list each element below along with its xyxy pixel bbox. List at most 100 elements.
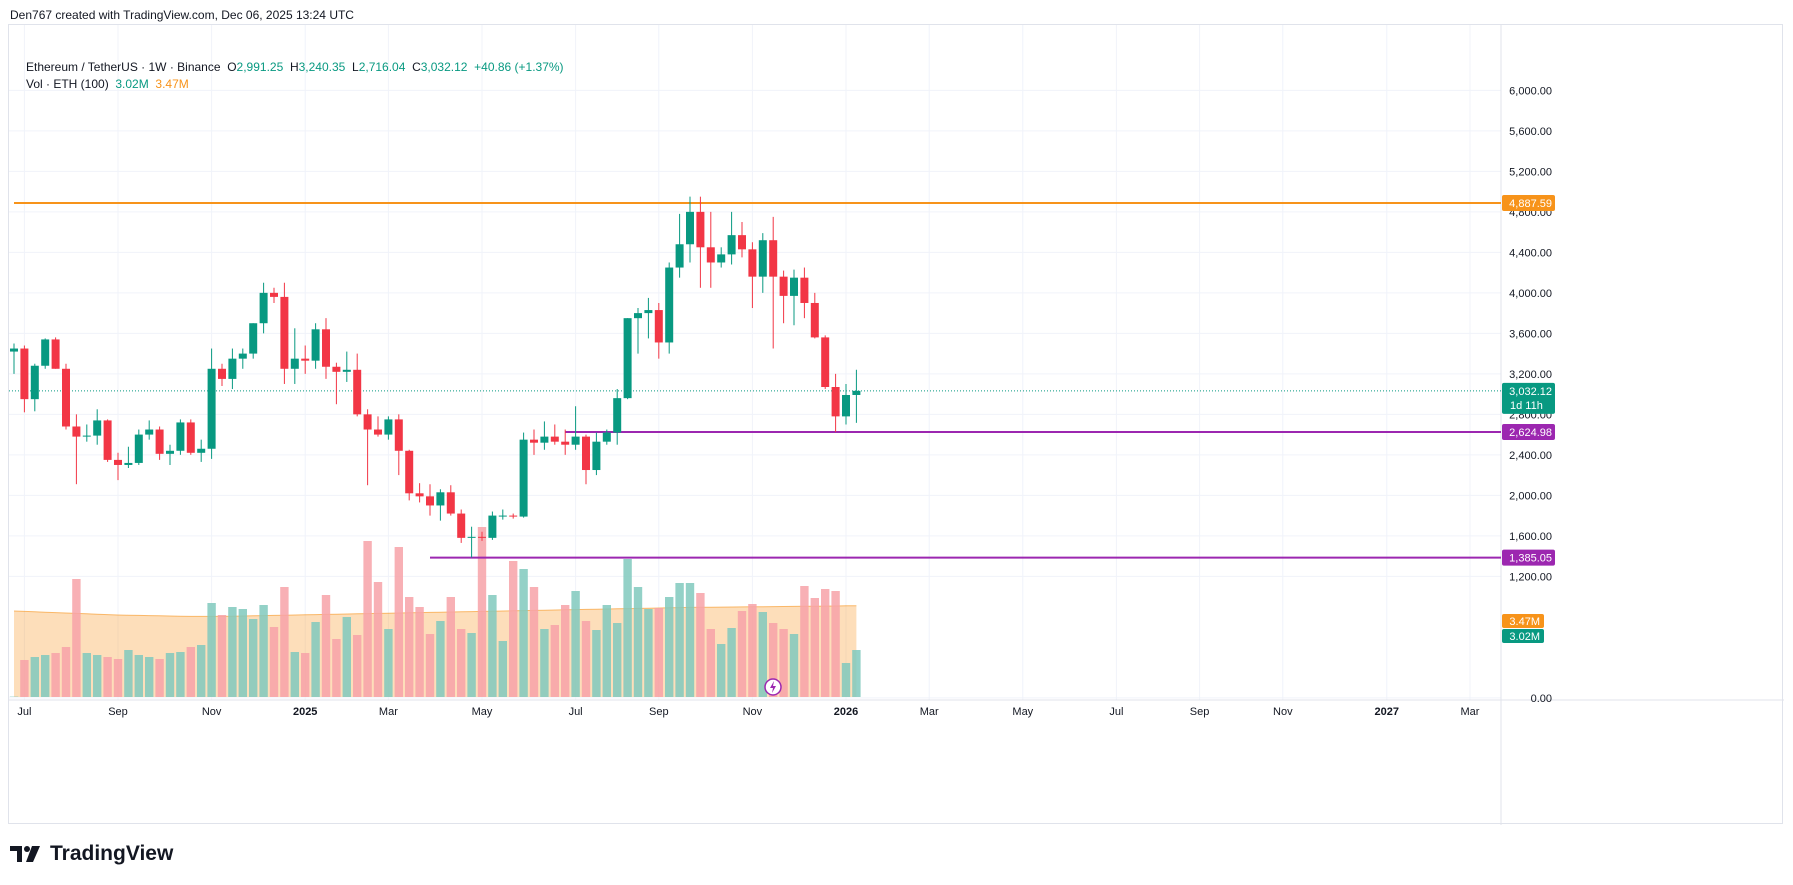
open-value: 2,991.25: [236, 60, 284, 74]
candle-body: [249, 323, 258, 354]
x-tick-label: Nov: [202, 706, 222, 718]
volume-bar: [41, 655, 50, 697]
close-label: C: [412, 60, 421, 74]
volume-bar: [155, 659, 164, 697]
volume-bar: [207, 603, 216, 697]
x-tick-label: Mar: [379, 706, 398, 718]
candle-body: [384, 419, 393, 435]
volume-bar: [654, 608, 663, 697]
candle-body: [197, 448, 206, 453]
candle-body: [363, 414, 372, 430]
volume-bar: [72, 579, 81, 697]
x-tick-label: Mar: [1461, 706, 1480, 718]
candle-body: [758, 240, 767, 277]
x-tick-label: May: [472, 706, 493, 718]
candle-body: [582, 436, 590, 471]
candle-body: [322, 329, 330, 367]
candle-body: [790, 277, 798, 296]
volume-badge-bg-1: [1502, 629, 1544, 643]
y-tick-label: 5,600.00: [1509, 126, 1552, 138]
chart-area[interactable]: 0.00 1,200.00 1,600.00 2,000.00 2,400.00 2,80…: [8, 24, 1784, 825]
candle-body: [218, 368, 226, 379]
volume-bar: [176, 652, 185, 697]
y-tick-label: 2,400.00: [1509, 450, 1552, 462]
candle-body: [166, 450, 174, 454]
volume-bar: [758, 612, 767, 697]
volume-bar: [644, 609, 653, 697]
candle-body: [290, 358, 299, 369]
candle-body: [852, 390, 861, 395]
volume-bar: [592, 630, 601, 697]
volume-bar: [415, 607, 424, 697]
volume-bar: [186, 647, 195, 697]
candle-body: [665, 267, 674, 343]
candle-body: [114, 459, 122, 465]
volume-bar: [769, 623, 778, 697]
volume-bar: [425, 634, 435, 697]
volume-bar: [696, 593, 705, 697]
volume-bar: [61, 647, 71, 697]
candle-body: [405, 450, 414, 494]
volume-bar: [134, 655, 143, 697]
candle-body: [436, 492, 445, 506]
candle-body: [301, 358, 310, 361]
candle-body: [30, 365, 39, 400]
volume-bar: [509, 561, 518, 697]
candle-body: [519, 439, 528, 517]
candle-body: [270, 292, 278, 297]
high-label: H: [289, 60, 299, 74]
volume-bar: [633, 587, 643, 697]
candle-body: [41, 339, 50, 366]
volume-bar: [373, 582, 383, 697]
candle-body: [51, 339, 60, 369]
candle-body: [654, 310, 663, 343]
volume-bar: [467, 633, 476, 697]
candle-body: [561, 441, 570, 445]
volume-bar: [269, 627, 279, 697]
volume-bar: [581, 621, 591, 697]
candle-body: [186, 422, 195, 453]
x-tick-label: Sep: [108, 706, 128, 718]
x-tick-label: Mar: [920, 706, 939, 718]
volume-bar: [332, 639, 341, 697]
volume-bar: [384, 629, 393, 697]
candle-body: [20, 348, 29, 400]
volume-bar: [529, 587, 539, 697]
candle-body: [332, 366, 341, 372]
candle-body: [644, 310, 653, 314]
x-tick-label: 2027: [1375, 706, 1399, 718]
x-tick-label: Jul: [1109, 706, 1123, 718]
tradingview-logo[interactable]: TradingView: [10, 842, 173, 866]
y-tick-label: 4,400.00: [1509, 247, 1552, 259]
volume-bar: [477, 527, 487, 697]
volume-bar: [113, 659, 123, 697]
tradingview-logo-text: TradingView: [50, 842, 174, 865]
volume-indicator-label[interactable]: Vol · ETH (100): [26, 77, 109, 91]
candle-body: [498, 515, 507, 517]
price-tag-bg-2: [1502, 549, 1555, 566]
volume-bar: [831, 591, 840, 697]
candle-body: [821, 337, 830, 388]
tradingview-logo-icon: [10, 846, 40, 862]
x-tick-label: Sep: [1190, 706, 1210, 718]
volume-bar: [249, 619, 258, 697]
candle-body: [831, 387, 840, 417]
candle-body: [145, 429, 154, 435]
x-tick-label: Jul: [569, 706, 583, 718]
candle-body: [800, 277, 809, 303]
volume-badge-bg-0: [1502, 614, 1544, 628]
candle-body: [415, 493, 424, 497]
volume-bar: [342, 617, 351, 697]
candle-body: [238, 353, 247, 359]
y-tick-label: 1,600.00: [1509, 531, 1552, 543]
candle-body: [478, 536, 486, 538]
price-chart-svg[interactable]: 0.001,200.001,600.002,000.002,400.002,80…: [9, 25, 1784, 825]
symbol-label[interactable]: Ethereum / TetherUS · 1W · Binance: [26, 60, 221, 74]
candle-body: [103, 420, 112, 460]
volume-bar: [353, 635, 362, 697]
candle-body: [353, 369, 362, 415]
volume-bar: [405, 597, 414, 697]
price-tag-bg-0: [1502, 194, 1555, 211]
y-tick-label: 2,000.00: [1509, 490, 1552, 502]
candle-body: [134, 434, 143, 463]
